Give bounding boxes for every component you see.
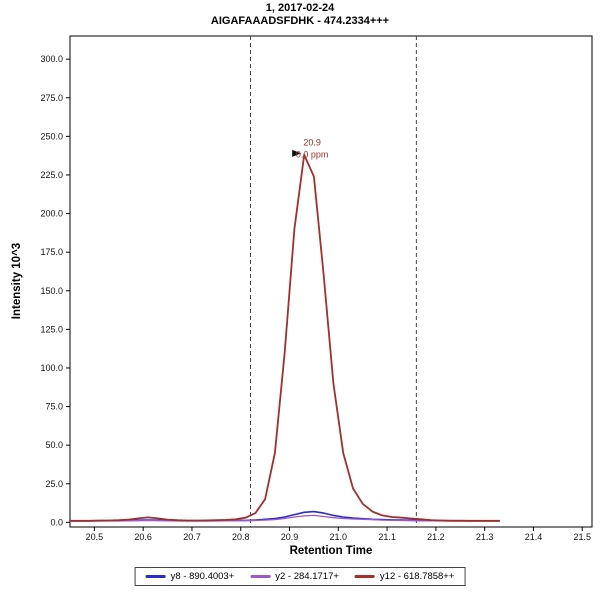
legend-label-y2: y2 - 284.1717+: [275, 571, 339, 582]
y8-series-swatch: [145, 575, 166, 578]
svg-text:175.0: 175.0: [40, 247, 63, 257]
svg-text:25.0: 25.0: [45, 479, 63, 489]
svg-text:300.0: 300.0: [40, 54, 63, 64]
svg-text:275.0: 275.0: [40, 93, 63, 103]
svg-text:0.0: 0.0: [50, 517, 63, 527]
legend-label-y12: y12 - 618.7858++: [379, 571, 455, 582]
svg-text:21.3: 21.3: [476, 532, 494, 542]
svg-text:225.0: 225.0: [40, 170, 63, 180]
svg-text:21.5: 21.5: [573, 532, 591, 542]
svg-text:21.1: 21.1: [378, 532, 396, 542]
svg-text:20.6: 20.6: [134, 532, 152, 542]
svg-text:20.8: 20.8: [232, 532, 250, 542]
legend-label-y8: y8 - 890.4003+: [170, 571, 235, 582]
svg-text:125.0: 125.0: [40, 324, 63, 334]
svg-text:21.2: 21.2: [427, 532, 445, 542]
svg-text:21.4: 21.4: [525, 532, 543, 542]
svg-text:150.0: 150.0: [40, 286, 63, 296]
svg-text:0.0 ppm: 0.0 ppm: [296, 149, 329, 159]
chart-subtitle: AIGAFAAADSFDHK - 474.2334+++: [210, 15, 390, 27]
svg-text:200.0: 200.0: [40, 209, 63, 219]
y2-series-swatch: [250, 575, 271, 578]
legend-item-y2: y2 - 284.1717+: [250, 571, 339, 582]
svg-text:100.0: 100.0: [40, 363, 63, 373]
legend: y8 - 890.4003+ y2 - 284.1717+ y12 - 618.…: [134, 567, 466, 586]
chromatogram-plot[interactable]: 0.0 25.0 50.0 75.0 100.0 125.0 150.0 175.0 200.0…: [0, 0, 600, 560]
svg-text:20.9: 20.9: [281, 532, 299, 542]
svg-text:20.7: 20.7: [183, 532, 201, 542]
y12-series-swatch: [354, 575, 375, 578]
svg-text:75.0: 75.0: [45, 402, 63, 412]
svg-text:250.0: 250.0: [40, 131, 63, 141]
legend-item-y12: y12 - 618.7858++: [354, 571, 455, 582]
x-axis-label: Retention Time: [289, 545, 373, 557]
svg-text:21.0: 21.0: [330, 532, 348, 542]
svg-text:50.0: 50.0: [45, 440, 63, 450]
legend-item-y8: y8 - 890.4003+: [145, 571, 235, 582]
chart-title: 1, 2017-02-24: [265, 2, 335, 14]
y-axis-label: Intensity 10^3: [11, 242, 23, 320]
svg-text:20.5: 20.5: [86, 532, 104, 542]
svg-text:20.9: 20.9: [303, 137, 321, 147]
